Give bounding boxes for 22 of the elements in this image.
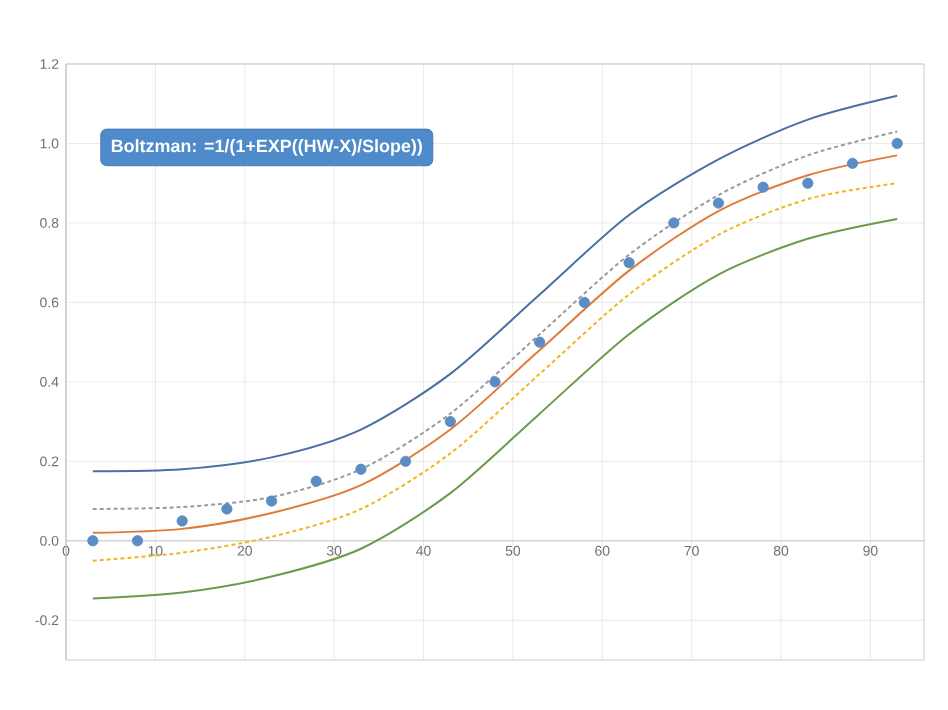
point	[668, 217, 680, 229]
point	[87, 535, 99, 547]
point	[265, 495, 278, 507]
point	[623, 257, 635, 269]
point	[757, 181, 769, 193]
point	[131, 535, 144, 547]
annotation: Boltzman: =1/(1+EXP((HW-X)/Slope))	[111, 139, 422, 156]
point	[221, 503, 233, 515]
line-series	[91, 217, 899, 600]
point	[176, 515, 188, 527]
point	[891, 137, 903, 150]
point	[846, 157, 859, 169]
point	[489, 376, 501, 388]
point	[802, 177, 814, 189]
point	[578, 296, 590, 308]
point	[444, 416, 456, 428]
point	[355, 463, 367, 475]
line-series	[91, 94, 899, 473]
point	[534, 336, 546, 348]
point	[712, 197, 725, 209]
point	[310, 475, 322, 487]
point	[400, 455, 412, 467]
